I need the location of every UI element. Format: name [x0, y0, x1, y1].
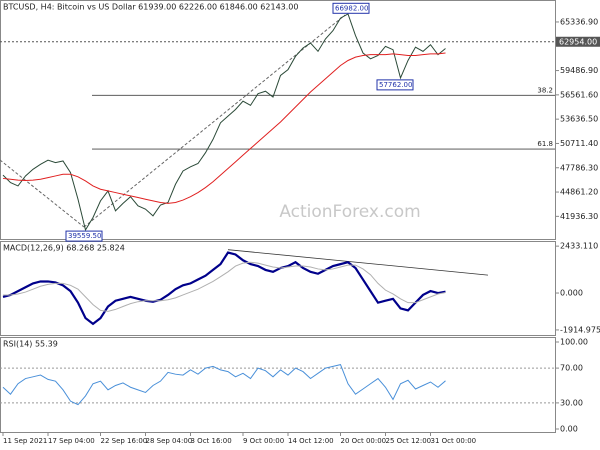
macd-panel [0, 241, 556, 336]
fib-label: 38.2 [537, 86, 553, 94]
x-tick-label: 31 Oct 00:00 [431, 437, 477, 445]
y-tick-label: 59486.90 [560, 66, 598, 75]
y-tick-label: 0.000 [560, 289, 583, 298]
series-line [2, 251, 446, 326]
y-tick-label: 0.00 [560, 425, 578, 434]
y-tick-label: 30.00 [560, 398, 583, 407]
x-tick-label: 3 Oct 16:00 [191, 437, 232, 445]
y-tick-label: 2433.110 [560, 242, 598, 251]
y-tick-label: 53636.50 [560, 115, 598, 124]
fib-label: 61.8 [537, 140, 553, 148]
y-tick-label: 47786.30 [560, 163, 598, 172]
x-tick-label: 22 Sep 16:00 [101, 437, 148, 445]
panel-title: BTCUSD, H4: Bitcoin vs US Dollar 61939.0… [3, 3, 298, 12]
panel-title: RSI(14) 55.39 [3, 340, 58, 349]
y-tick-label: -1914.975 [560, 325, 600, 334]
x-tick-label: 17 Sep 04:00 [48, 437, 95, 445]
trendline [227, 249, 489, 276]
price-panel [0, 0, 556, 240]
series-line [3, 261, 446, 312]
current-price-box [556, 36, 600, 47]
y-tick-label: 65336.90 [560, 17, 598, 26]
y-tick-label: 44861.20 [560, 188, 598, 197]
price-annotation: 57762.00 [379, 81, 412, 89]
watermark: ActionForex.com [279, 202, 420, 222]
x-tick-label: 9 Oct 00:00 [243, 437, 284, 445]
series-line [2, 364, 446, 406]
price-annotation-box [332, 2, 370, 14]
rsi-panel [0, 337, 556, 433]
y-tick-label: 100.00 [560, 338, 588, 347]
fib-guide [0, 159, 85, 228]
price-annotation-box [376, 79, 414, 91]
y-tick-label: 56561.60 [560, 90, 598, 99]
y-tick-label: 70.00 [560, 364, 583, 373]
y-tick-label: 50711.40 [560, 139, 598, 148]
price-annotation: 66982.00 [335, 4, 368, 12]
y-tick-label: 41936.30 [560, 212, 598, 221]
x-tick-label: 14 Oct 12:00 [288, 437, 334, 445]
series-line [2, 52, 446, 204]
x-tick-label: 25 Oct 12:00 [386, 437, 432, 445]
x-tick-label: 20 Oct 00:00 [341, 437, 387, 445]
x-tick-label: 28 Sep 04:00 [146, 437, 193, 445]
series-line [2, 13, 446, 232]
price-annotation-box [65, 230, 103, 242]
panel-title: MACD(12,26,9) 68.268 25.824 [3, 244, 125, 253]
x-tick-label: 11 Sep 2021 [3, 437, 47, 445]
current-price-label: 62954.00 [559, 37, 597, 46]
price-annotation: 39559.50 [68, 232, 101, 240]
